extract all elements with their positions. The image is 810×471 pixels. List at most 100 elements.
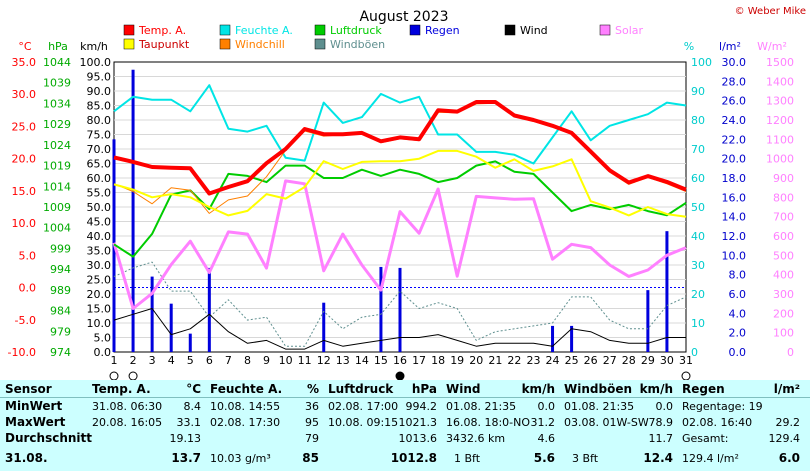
temp-min-time: 31.08. 06:30 — [92, 400, 163, 413]
tick-pct: 0 — [691, 346, 698, 359]
feuchte-avg-value: 79 — [305, 432, 319, 445]
tick-kmh: 5.0 — [94, 332, 112, 345]
windboeen-min-time: 01.08. 21:35 — [564, 400, 635, 413]
stats-unit-windboeen: km/h — [639, 382, 673, 396]
tick-day: 13 — [336, 354, 350, 367]
tick-lm2: 18.0 — [722, 172, 747, 185]
tick-hpa: 1029 — [43, 118, 71, 131]
temp-max-value: 33.1 — [176, 416, 202, 429]
feuchte-today-value: 85 — [302, 451, 319, 465]
legend-label-4: Wind — [520, 24, 548, 37]
tick-kmh: 40.0 — [87, 230, 112, 243]
tick-day: 12 — [317, 354, 331, 367]
legend-swatch-3 — [409, 24, 421, 36]
tick-day: 17 — [412, 354, 426, 367]
tick-day: 26 — [584, 354, 598, 367]
copyright: © Weber Mike — [735, 6, 806, 17]
regen-days: Regentage: 19 — [682, 400, 763, 413]
rain-bar — [570, 325, 574, 352]
tick-pct: 60 — [691, 172, 705, 185]
luftdruck-min-value: 994.2 — [405, 400, 438, 413]
windboeen-max-time: 03.08. 01W-SW — [564, 416, 649, 429]
tick-day: 25 — [565, 354, 579, 367]
tick-day: 20 — [469, 354, 483, 367]
unit-hpa: hPa — [48, 40, 68, 53]
tick-temp: 0.0 — [19, 282, 37, 295]
tick-kmh: 90.0 — [87, 85, 112, 98]
tick-wm2: 500 — [773, 249, 794, 262]
tick-temp: -10.0 — [8, 346, 36, 359]
legend-swatch-7 — [219, 38, 231, 50]
tick-lm2: 4.0 — [729, 307, 747, 320]
tick-wm2: 1100 — [766, 133, 794, 146]
series-line-solar — [112, 179, 687, 310]
stats-feuchte-column: Feuchte A. % 10.08. 14:55 36 02.08. 17:30… — [208, 380, 323, 471]
tick-day: 27 — [603, 354, 617, 367]
tick-day: 6 — [206, 354, 213, 367]
tick-lm2: 28.0 — [722, 75, 747, 88]
wind-max-value: 31.2 — [530, 416, 556, 429]
stats-windboeen-column: Windböen km/h 01.08. 21:35 0.0 03.08. 01W… — [562, 380, 677, 471]
tick-lm2: 30.0 — [722, 56, 747, 69]
tick-day: 29 — [641, 354, 655, 367]
tick-pct: 70 — [691, 143, 705, 156]
tick-kmh: 45.0 — [87, 216, 112, 229]
stats-header-luftdruck: Luftdruck — [328, 382, 394, 396]
tick-day: 23 — [526, 354, 540, 367]
stats-unit-feuchte: % — [306, 382, 319, 396]
tick-hpa: 1004 — [43, 222, 71, 235]
tick-kmh: 60.0 — [87, 172, 112, 185]
tick-temp: 5.0 — [19, 249, 37, 262]
tick-lm2: 6.0 — [729, 288, 747, 301]
tick-day: 28 — [622, 354, 636, 367]
weather-chart: August 2023 © Weber Mike Temp. A. Feuchte A… — [8, 6, 806, 380]
tick-hpa: 1019 — [43, 160, 71, 173]
stats-unit-wind: km/h — [521, 382, 555, 396]
tick-day: 11 — [298, 354, 312, 367]
temp-avg-value: 19.13 — [169, 432, 202, 445]
tick-kmh: 70.0 — [87, 143, 112, 156]
tick-temp: -5.0 — [15, 314, 36, 327]
feuchte-max-time: 02.08. 17:30 — [210, 416, 281, 429]
tick-hpa: 1039 — [43, 77, 71, 90]
series-line-feuchte-a- — [113, 84, 687, 165]
tick-pct: 40 — [691, 230, 705, 243]
tick-hpa: 979 — [50, 325, 71, 338]
tick-wm2: 800 — [773, 191, 794, 204]
stats-unit-regen: l/m² — [773, 382, 800, 396]
chart-title: August 2023 — [359, 9, 448, 25]
moon-full-icon — [109, 371, 119, 380]
tick-temp: 25.0 — [12, 120, 37, 133]
regen-total-label: Gesamt: — [682, 432, 729, 445]
tick-temp: 20.0 — [12, 153, 37, 166]
tick-kmh: 35.0 — [87, 245, 112, 258]
tick-day: 2 — [130, 354, 137, 367]
moon-full-icon — [128, 371, 138, 380]
moon-new-icon — [395, 371, 405, 380]
tick-day: 7 — [225, 354, 232, 367]
tick-wm2: 1000 — [766, 153, 794, 166]
tick-lm2: 24.0 — [722, 114, 747, 127]
rain-bar — [207, 267, 211, 352]
feuchte-max-value: 95 — [305, 416, 319, 429]
legend-swatch-1 — [219, 24, 231, 36]
tick-hpa: 974 — [50, 346, 71, 359]
tick-wm2: 1400 — [766, 75, 794, 88]
tick-pct: 30 — [691, 259, 705, 272]
tick-hpa: 1024 — [43, 139, 71, 152]
series-line-luftdruck — [113, 160, 687, 258]
tick-kmh: 15.0 — [87, 303, 112, 316]
wind-bft: 1 Bft — [454, 452, 481, 465]
tick-lm2: 0.0 — [729, 346, 747, 359]
tick-day: 19 — [450, 354, 464, 367]
wind-max-time: 16.08. 18:0-NO — [446, 416, 531, 429]
legend-swatch-5 — [599, 24, 611, 36]
legend-label-3: Regen — [425, 24, 460, 37]
tick-kmh: 55.0 — [87, 187, 112, 200]
tick-day: 1 — [111, 354, 118, 367]
tick-temp: 30.0 — [12, 88, 37, 101]
tick-kmh: 65.0 — [87, 158, 112, 171]
tick-kmh: 100.0 — [80, 56, 112, 69]
tick-lm2: 2.0 — [729, 327, 747, 340]
tick-hpa: 989 — [50, 284, 71, 297]
